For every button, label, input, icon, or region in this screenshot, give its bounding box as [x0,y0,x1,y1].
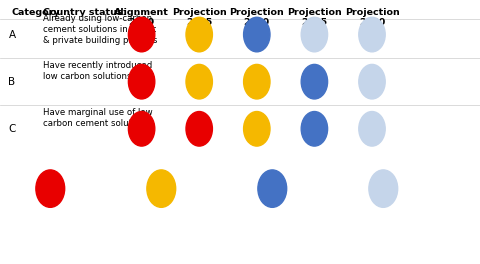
Ellipse shape [244,17,270,52]
Ellipse shape [369,170,397,207]
Text: Projection
2025: Projection 2025 [172,8,227,27]
Text: Have marginal use of low
carbon cement solutions: Have marginal use of low carbon cement s… [43,109,153,129]
Ellipse shape [359,17,385,52]
Text: Category: Category [12,8,60,17]
Ellipse shape [147,170,176,207]
Text: Projection
2030: Projection 2030 [229,8,284,27]
Ellipse shape [244,111,270,146]
Text: Alignment
2019: Alignment 2019 [114,8,169,27]
Ellipse shape [301,17,327,52]
Ellipse shape [244,64,270,99]
Ellipse shape [128,64,155,99]
Ellipse shape [186,17,212,52]
Ellipse shape [186,111,212,146]
Ellipse shape [186,64,212,99]
Text: B: B [9,77,15,87]
Ellipse shape [359,111,385,146]
Ellipse shape [301,111,327,146]
Ellipse shape [359,64,385,99]
Text: Projection
2035: Projection 2035 [287,8,342,27]
Ellipse shape [128,17,155,52]
Text: Country status:: Country status: [43,8,126,17]
Ellipse shape [301,64,327,99]
Ellipse shape [258,170,287,207]
Text: Already using low-carbon
cement solutions in public
& private building projects: Already using low-carbon cement solution… [43,14,157,45]
Text: A: A [9,30,15,40]
Text: C: C [8,124,16,134]
Ellipse shape [128,111,155,146]
Ellipse shape [36,170,65,207]
Text: Projection
2040: Projection 2040 [345,8,399,27]
Text: Have recently introduced
low carbon solutions: Have recently introduced low carbon solu… [43,61,153,81]
